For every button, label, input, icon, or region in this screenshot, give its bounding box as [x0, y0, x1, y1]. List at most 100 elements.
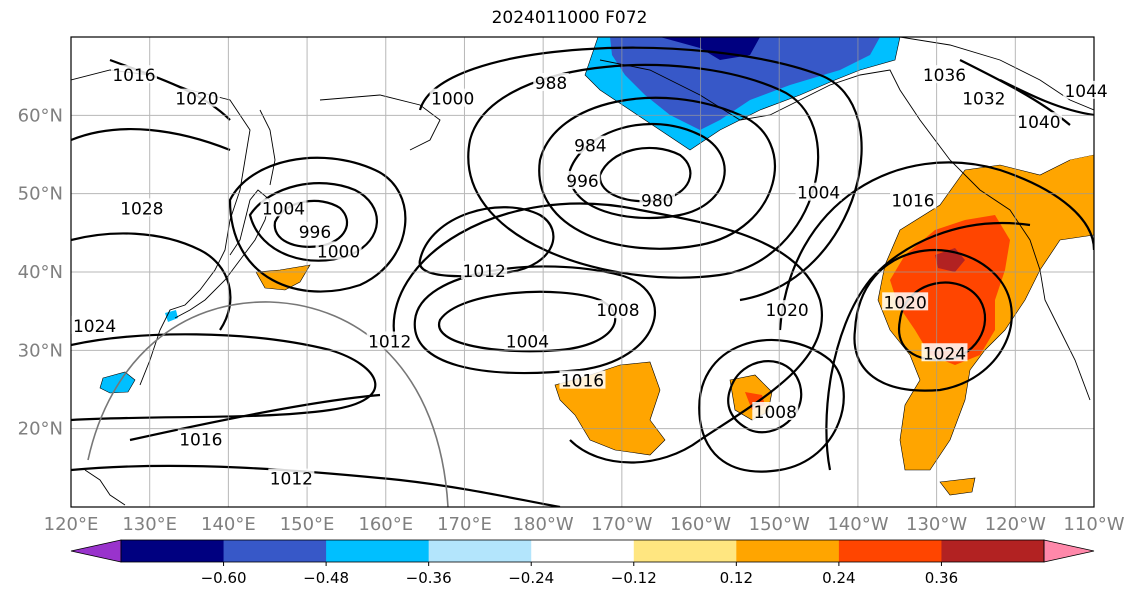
longitude-tick-label: 150°W [749, 514, 810, 535]
contour-label-bg [564, 170, 601, 189]
isobar-label: 1020 [884, 293, 927, 313]
latitude-tick-label: 30°N [18, 340, 63, 361]
isobar-label: 1024 [923, 344, 966, 364]
contour-label-bg [890, 190, 937, 209]
isobar-label: 1004 [797, 184, 840, 204]
contour-label-bg [594, 300, 641, 319]
contour-label-bg [764, 300, 811, 319]
map-frame [70, 36, 1095, 508]
colorbar-tick-label: 0.36 [925, 569, 958, 587]
isobar-label: 1036 [923, 66, 966, 86]
longitude-tick-label: 130°E [122, 514, 177, 535]
longitude-labels: 120°E 130°E 140°E 150°E 160°E 170°E 180°W 170°W… [44, 514, 1125, 535]
latitude-tick-label: 40°N [18, 262, 63, 283]
colorbar-tick-label: −0.48 [303, 569, 349, 587]
contour-label-bg [572, 135, 609, 154]
longitude-tick-label: 120°W [985, 514, 1046, 535]
colorbar-segment [941, 540, 1045, 562]
contour-label-bg [461, 261, 508, 279]
colorbar-segment [838, 540, 942, 562]
isobar-label: 1020 [765, 301, 808, 321]
isobar-label: 1000 [317, 242, 360, 262]
contour-label-bg [268, 468, 315, 487]
contour-label-bg [173, 88, 220, 107]
colorbar-segment [428, 540, 532, 562]
contour-label-bg [533, 73, 569, 91]
contour-label-bg [559, 370, 606, 389]
contour-label-bg [71, 315, 118, 334]
isobar-label: 1020 [175, 90, 218, 110]
colorbar-tick-label: −0.60 [201, 569, 247, 587]
contour-label-bg [639, 190, 676, 209]
colorbar: −0.60 −0.48 −0.36 −0.24 −0.12 0.12 0.24 0.36 [70, 539, 1095, 587]
isobar-label: 1044 [1064, 82, 1107, 102]
colorbar-tick-label: −0.24 [508, 569, 554, 587]
colorbar-segment [736, 540, 840, 562]
colorbar-tick-label: −0.36 [406, 569, 452, 587]
contour-label-bg [1015, 112, 1062, 131]
contour-label-bg [297, 221, 333, 240]
isobar-label: 980 [641, 192, 673, 212]
colorbar-frame [120, 539, 1045, 563]
chart-title: 2024011000 F072 [491, 8, 648, 28]
colorbar-segment [223, 540, 327, 562]
longitude-tick-label: 150°E [280, 514, 335, 535]
isobar-label: 1012 [368, 333, 411, 353]
longitude-tick-label: 120°E [44, 514, 99, 535]
contour-label-bg [504, 331, 551, 350]
isobar-label: 1016 [891, 192, 934, 212]
latitude-tick-label: 50°N [18, 184, 63, 205]
colorbar-segment [531, 540, 635, 562]
longitude-tick-label: 160°E [358, 514, 413, 535]
longitude-tick-label: 160°W [670, 514, 731, 535]
colorbar-extend-high [1043, 539, 1095, 563]
isobar-label: 1008 [754, 403, 797, 423]
colorbar-extend-low [70, 539, 122, 563]
colorbar-tick-label: 0.12 [720, 569, 753, 587]
longitude-tick-label: 180°W [513, 514, 574, 535]
isobar-label: 988 [535, 74, 567, 94]
contour-label-bg [795, 182, 842, 201]
colorbar-tick-label: 0.24 [822, 569, 855, 587]
contour-label-bg [882, 292, 929, 311]
contour-label-bg [366, 331, 413, 350]
isobar-label: 996 [299, 223, 331, 243]
contour-label-bg [118, 198, 165, 217]
isobar-label: 1028 [120, 199, 163, 219]
isobar-label: 1040 [1017, 113, 1060, 133]
isobar-label: 984 [574, 137, 606, 157]
isobar-label: 1004 [506, 333, 549, 353]
range-circle [87, 301, 449, 507]
isobar-label: 996 [566, 172, 598, 192]
colorbar-segment [121, 540, 225, 562]
longitude-tick-label: 170°E [437, 514, 492, 535]
longitude-tick-label: 170°W [591, 514, 652, 535]
contour-label-bg [315, 241, 362, 260]
longitude-tick-label: 140°W [827, 514, 888, 535]
colorbar-segment [326, 540, 430, 562]
latitude-labels: 20°N 30°N 40°N 50°N 60°N [18, 105, 63, 439]
contour-label-bg [1063, 80, 1110, 99]
longitude-tick-label: 110°W [1063, 514, 1124, 535]
colorbar-segment [633, 540, 737, 562]
contour-label-bg [921, 65, 968, 84]
contour-label-bg [177, 429, 224, 448]
isobar-label: 1016 [112, 66, 155, 86]
isobar-label: 1000 [431, 90, 474, 110]
isobar-label: 1012 [270, 470, 313, 490]
isobar-label: 1032 [962, 90, 1005, 110]
contour-label-bg [429, 88, 476, 107]
isobar-label: 1016 [179, 430, 222, 450]
contour-label-bg [921, 343, 968, 362]
isobar-label: 1004 [262, 199, 305, 219]
isobar-label: 1024 [73, 317, 116, 337]
colorbar-tick-label: −0.12 [611, 569, 657, 587]
contour-label-bg [110, 65, 157, 84]
map-layers [71, 37, 1094, 507]
contour-label-bg [752, 402, 799, 420]
isobar-label: 1016 [561, 372, 604, 392]
contour-label-bg [960, 88, 1007, 107]
contour-label-bg [260, 198, 307, 217]
